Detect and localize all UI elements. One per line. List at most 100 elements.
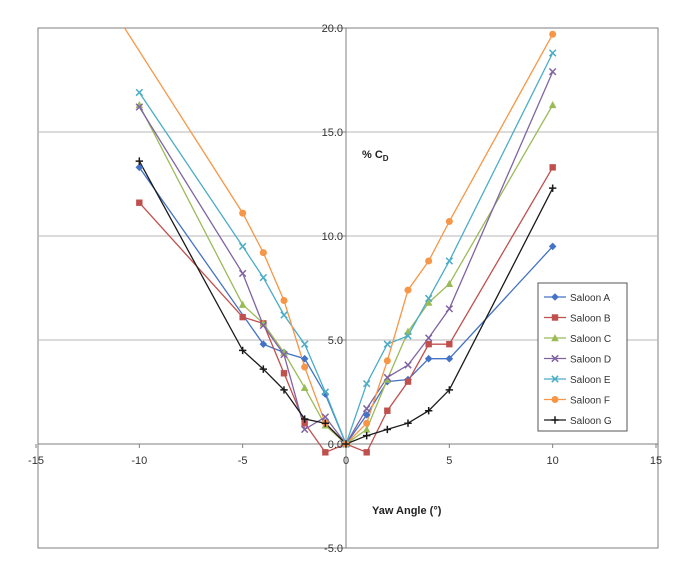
x-tick-label: 5 — [446, 455, 452, 467]
marker-plus — [445, 386, 454, 394]
marker-x — [551, 354, 559, 363]
marker-x — [362, 379, 371, 388]
marker-triangle — [238, 300, 247, 308]
marker-x — [300, 340, 309, 348]
y-axis-label-subscript: D — [383, 154, 389, 163]
x-tick-label: -5 — [238, 455, 248, 467]
marker-x — [135, 88, 144, 97]
marker-diamond — [551, 293, 559, 301]
legend-label: Saloon E — [570, 375, 611, 386]
marker-triangle — [362, 425, 371, 433]
marker-plus — [300, 415, 309, 423]
marker-triangle — [383, 375, 392, 383]
marker-diamond — [300, 354, 309, 363]
marker-x — [548, 49, 557, 57]
legend-label: Saloon A — [570, 293, 610, 304]
y-axis-label: % CD — [362, 149, 389, 163]
marker-plus — [404, 419, 412, 427]
marker-plus — [259, 365, 268, 373]
x-tick-label: 0 — [343, 455, 349, 467]
marker-diamond — [135, 163, 144, 172]
marker-square — [425, 340, 432, 348]
marker-plus — [238, 346, 247, 355]
y-tick-label: 10.0 — [322, 231, 343, 243]
marker-triangle — [280, 348, 288, 356]
marker-circle — [549, 30, 557, 38]
marker-plus — [342, 440, 350, 448]
marker-x — [383, 373, 392, 382]
marker-square — [549, 164, 556, 171]
marker-x — [424, 294, 433, 303]
marker-x — [238, 269, 247, 278]
marker-plus — [551, 416, 559, 424]
markers-group — [135, 30, 557, 456]
marker-square — [136, 199, 143, 206]
marker-x — [280, 311, 288, 319]
y-tick-label: -5.0 — [324, 543, 343, 555]
marker-square — [322, 449, 329, 456]
marker-diamond — [321, 390, 330, 398]
marker-circle — [301, 363, 309, 371]
marker-plus — [362, 431, 371, 440]
marker-circle — [404, 286, 412, 294]
x-axis-label: Yaw Angle (°) — [372, 505, 442, 517]
marker-x — [321, 413, 330, 421]
marker-circle — [551, 396, 559, 403]
x-tick-label: -10 — [131, 455, 147, 467]
marker-circle — [259, 249, 267, 257]
marker-x — [548, 67, 557, 76]
marker-circle — [425, 257, 433, 265]
marker-x — [424, 334, 433, 342]
legend-items: Saloon A Saloon B Saloon C Saloon D Saloon E… — [544, 293, 612, 427]
marker-triangle — [551, 334, 559, 342]
marker-square — [404, 378, 412, 385]
marker-x — [383, 340, 392, 348]
y-tick-label: 5.0 — [328, 335, 343, 347]
marker-square — [551, 314, 559, 321]
marker-triangle — [445, 279, 454, 288]
x-tick-label: -15 — [28, 455, 44, 467]
marker-x — [445, 257, 454, 265]
y-tick-label: 20.0 — [322, 23, 343, 35]
marker-x — [404, 361, 412, 369]
marker-triangle — [259, 319, 268, 327]
marker-diamond — [259, 340, 268, 348]
legend-label: Saloon G — [570, 416, 612, 427]
marker-plus — [424, 407, 433, 415]
legend: Saloon A Saloon B Saloon C Saloon D Saloon E… — [537, 282, 628, 432]
legend-label: Saloon F — [570, 396, 610, 407]
marker-x — [280, 350, 288, 359]
marker-square — [363, 449, 370, 456]
marker-circle — [363, 419, 371, 427]
marker-triangle — [135, 100, 144, 109]
legend-label: Saloon D — [570, 355, 611, 366]
marker-square — [301, 420, 308, 427]
marker-triangle — [548, 100, 557, 109]
marker-x — [135, 103, 144, 111]
marker-diamond — [445, 354, 454, 363]
marker-x — [259, 273, 268, 282]
marker-square — [384, 407, 391, 414]
marker-triangle — [300, 383, 309, 392]
marker-diamond — [424, 354, 433, 363]
marker-circle — [383, 357, 391, 365]
marker-plus — [280, 386, 288, 394]
marker-plus — [383, 425, 392, 434]
marker-circle — [280, 296, 288, 304]
x-tick-label: 15 — [650, 455, 662, 467]
marker-x — [551, 375, 559, 383]
marker-x — [321, 388, 330, 396]
marker-plus — [135, 157, 144, 165]
marker-plus — [321, 419, 330, 427]
marker-square — [446, 340, 453, 348]
marker-x — [259, 321, 268, 330]
marker-x — [404, 332, 412, 340]
legend-label: Saloon C — [570, 334, 611, 345]
marker-plus — [548, 184, 557, 192]
marker-x — [238, 242, 247, 251]
marker-diamond — [548, 242, 557, 251]
legend-label: Saloon B — [570, 314, 611, 325]
y-tick-label: 0.0 — [328, 439, 343, 451]
marker-x — [362, 404, 371, 413]
